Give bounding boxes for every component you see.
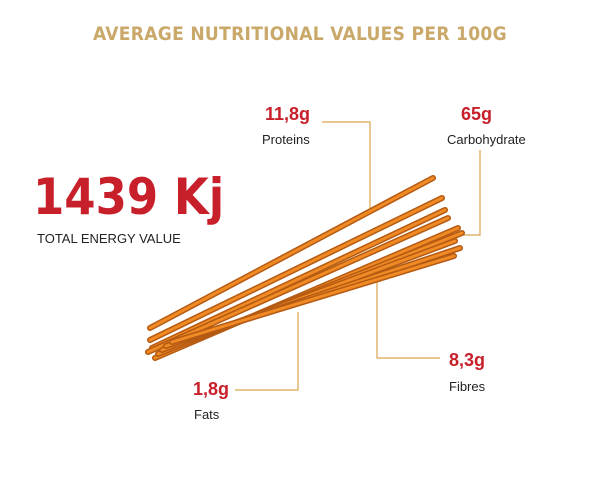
energy-label: TOTAL ENERGY VALUE — [37, 231, 181, 246]
spaghetti — [145, 175, 465, 361]
leader-line — [440, 150, 481, 236]
nutrient-name: Carbohydrate — [447, 132, 526, 147]
leader-line — [376, 280, 440, 359]
stick — [146, 216, 450, 354]
leader-line — [235, 312, 299, 391]
nutrient-value: 1,8g — [193, 379, 229, 399]
nutrient-name: Fats — [194, 407, 220, 422]
leader-line — [322, 121, 371, 208]
energy-value: 1439 Kj — [33, 168, 224, 226]
nutrient-name: Proteins — [262, 132, 310, 147]
stick — [148, 196, 444, 342]
nutrient-value: 11,8g — [265, 104, 310, 124]
nutrient-value: 8,3g — [449, 350, 485, 370]
title: AVERAGE NUTRITIONAL VALUES PER 100G — [93, 23, 507, 45]
stick — [170, 254, 456, 344]
nutrient-value: 65g — [461, 104, 492, 124]
stick — [148, 176, 435, 330]
nutrient-name: Fibres — [449, 379, 486, 394]
stick — [150, 208, 447, 350]
